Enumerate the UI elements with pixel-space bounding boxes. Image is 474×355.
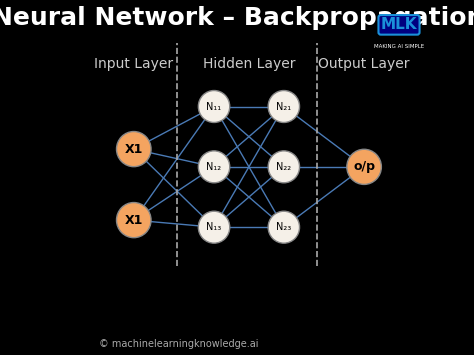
- Circle shape: [198, 211, 230, 243]
- Text: MAKING AI SIMPLE: MAKING AI SIMPLE: [374, 44, 424, 49]
- Text: X1: X1: [125, 143, 143, 155]
- Text: N₁₂: N₁₂: [207, 162, 222, 172]
- Text: © machinelearningknowledge.ai: © machinelearningknowledge.ai: [99, 339, 258, 349]
- Text: Neural Network – Backpropagation: Neural Network – Backpropagation: [0, 6, 474, 30]
- Circle shape: [198, 91, 230, 122]
- Circle shape: [198, 151, 230, 183]
- Circle shape: [268, 211, 300, 243]
- Text: N₂₁: N₂₁: [276, 102, 292, 111]
- Text: Input Layer: Input Layer: [94, 57, 173, 71]
- Circle shape: [117, 132, 151, 167]
- Text: N₂₂: N₂₂: [276, 162, 292, 172]
- Circle shape: [268, 151, 300, 183]
- Text: X1: X1: [125, 214, 143, 226]
- Text: Output Layer: Output Layer: [319, 57, 410, 71]
- Circle shape: [117, 202, 151, 238]
- Circle shape: [268, 91, 300, 122]
- Text: Hidden Layer: Hidden Layer: [203, 57, 295, 71]
- Circle shape: [347, 149, 382, 184]
- Text: o/p: o/p: [353, 160, 375, 173]
- Text: N₁₁: N₁₁: [207, 102, 222, 111]
- Text: N₁₃: N₁₃: [206, 222, 222, 232]
- Text: MLK: MLK: [381, 17, 417, 32]
- Text: N₂₃: N₂₃: [276, 222, 292, 232]
